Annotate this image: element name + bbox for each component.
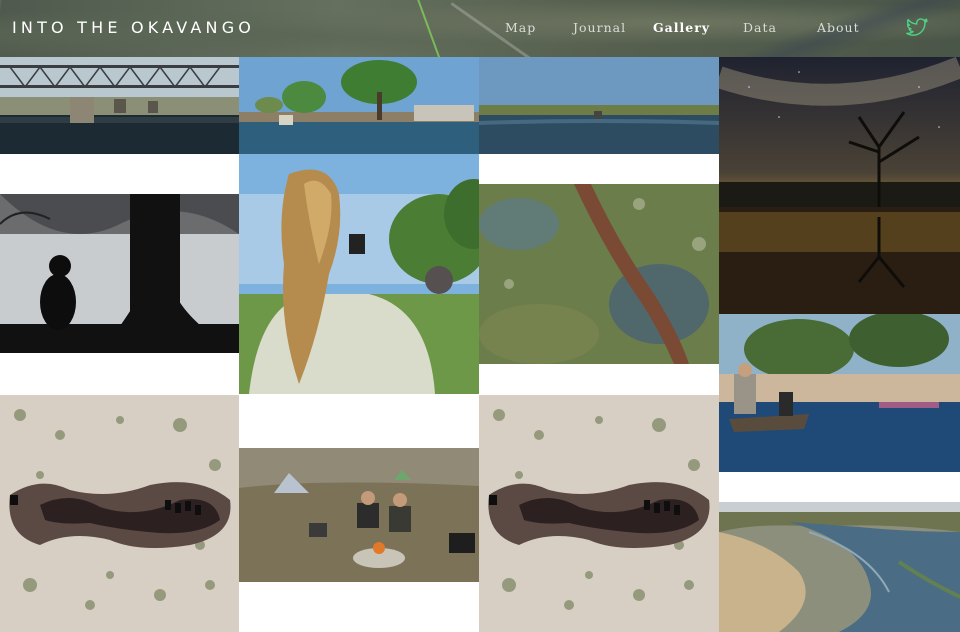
- gallery-photo-mokoro-poler[interactable]: [719, 314, 960, 472]
- gallery-photo-river-channel[interactable]: [479, 57, 719, 154]
- nav-item-map[interactable]: Map: [505, 20, 537, 35]
- gallery-photo-aerial-river[interactable]: [479, 184, 719, 364]
- gallery-photo-aerial-sandbanks[interactable]: [719, 502, 960, 632]
- main-nav: Map Journal Gallery Data About: [0, 20, 960, 38]
- nav-item-journal[interactable]: Journal: [573, 20, 627, 35]
- header-map-river: [720, 0, 960, 57]
- gallery-photo-aerial-waterhole-1[interactable]: [0, 395, 239, 632]
- site-header: INTO THE OKAVANGO Map Journal Gallery Da…: [0, 0, 960, 57]
- gallery-photo-bridge-river[interactable]: [0, 57, 239, 154]
- gallery-photo-photographer-elephant[interactable]: [239, 154, 479, 394]
- nav-item-gallery[interactable]: Gallery: [653, 20, 711, 35]
- gallery-photo-starry-night[interactable]: [719, 57, 960, 314]
- nav-item-about[interactable]: About: [817, 20, 860, 35]
- nav-item-data[interactable]: Data: [743, 20, 777, 35]
- gallery-photo-baboon-silhouette[interactable]: [0, 194, 239, 353]
- twitter-icon[interactable]: [906, 18, 928, 38]
- gallery-photo-trees-river[interactable]: [239, 57, 479, 154]
- site-title[interactable]: INTO THE OKAVANGO: [12, 18, 256, 37]
- gallery-photo-campfire-tents[interactable]: [239, 448, 479, 582]
- gallery-photo-aerial-waterhole-2[interactable]: [479, 395, 719, 632]
